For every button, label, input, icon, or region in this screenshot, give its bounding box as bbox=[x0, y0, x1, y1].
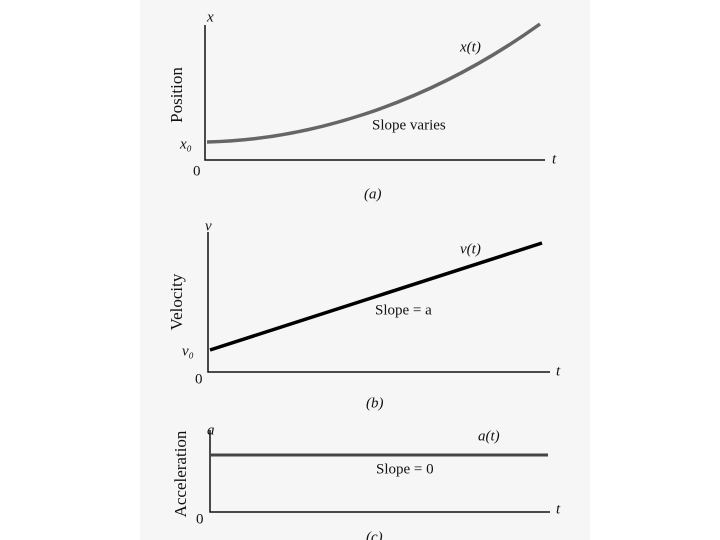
axis-label: t bbox=[556, 363, 561, 379]
origin-label: 0 bbox=[193, 163, 201, 179]
axis-label: x bbox=[206, 9, 214, 25]
panel-b: v Velocity v(t) Slope = a v₀ 0 t (b) bbox=[167, 218, 561, 411]
caption: (c) bbox=[366, 529, 383, 540]
axes bbox=[207, 232, 550, 373]
curve-label: v(t) bbox=[460, 241, 481, 257]
origin-label: 0 bbox=[196, 511, 204, 527]
caption: (b) bbox=[366, 395, 384, 411]
axes bbox=[204, 25, 545, 161]
slope-text: Slope varies bbox=[372, 117, 446, 133]
curve-label: x(t) bbox=[459, 39, 481, 55]
velocity-line bbox=[209, 241, 543, 352]
intercept-label: v₀ bbox=[182, 343, 194, 359]
curve-label: a(t) bbox=[478, 428, 500, 444]
panel-a: x Position x(t) Slope varies x₀ 0 t (a) bbox=[167, 9, 557, 202]
axis-label: v bbox=[205, 218, 212, 234]
scan-background bbox=[140, 0, 590, 540]
axis-label: t bbox=[552, 151, 557, 167]
quantity-label: Position bbox=[167, 67, 186, 123]
slope-text: Slope = a bbox=[375, 302, 432, 318]
caption: (a) bbox=[364, 186, 382, 202]
panel-c: a Acceleration a(t) Slope = 0 0 t (c) bbox=[171, 422, 561, 540]
axes bbox=[209, 430, 550, 513]
intercept-label: x₀ bbox=[179, 136, 192, 152]
slope-text: Slope = 0 bbox=[376, 461, 434, 477]
quantity-label: Velocity bbox=[167, 273, 186, 330]
origin-label: 0 bbox=[195, 371, 203, 387]
quantity-label: Acceleration bbox=[171, 430, 190, 517]
axis-label: t bbox=[556, 501, 561, 517]
axis-label: a bbox=[207, 422, 215, 438]
position-curve bbox=[206, 22, 542, 144]
